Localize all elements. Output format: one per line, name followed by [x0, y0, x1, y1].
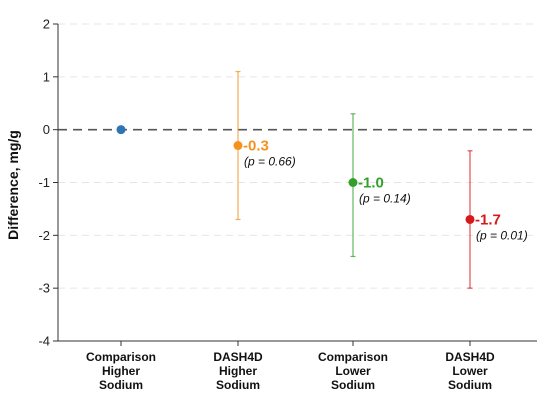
- y-tick-label: 1: [43, 69, 50, 84]
- x-category-label: Comparison Lower Sodium: [318, 350, 388, 392]
- y-tick-label: 2: [43, 17, 50, 32]
- y-tick-label: -2: [38, 228, 50, 243]
- data-value-label: -1.7: [475, 211, 501, 228]
- mark-layer: -0.3(p = 0.66) -1.0(p = 0.14) -1.7(p = 0.0…: [116, 70, 528, 289]
- data-value-label: -1.0: [358, 175, 384, 192]
- x-category-label: DASH4D Higher Sodium: [213, 350, 263, 392]
- axis-layer: 2 1 0 -1 -2 -3 -4 Comparison Higher Sodium DASH4D H…: [38, 17, 537, 392]
- y-axis-title: Difference, mg/g: [5, 130, 21, 240]
- data-point: [116, 125, 126, 135]
- data-point: [348, 178, 358, 187]
- grid-layer: [58, 23, 537, 342]
- x-category-label: Comparison Higher Sodium: [86, 350, 156, 392]
- x-category-label: DASH4D Lower Sodium: [445, 350, 495, 392]
- data-point: [233, 141, 243, 151]
- y-tick-label: -1: [38, 175, 50, 190]
- y-tick-label: 0: [43, 122, 50, 137]
- p-value-label: (p = 0.14): [359, 192, 411, 206]
- data-point: [465, 214, 475, 224]
- y-tick-label: -4: [38, 334, 50, 349]
- data-value-label: -0.3: [243, 138, 269, 155]
- p-value-label: (p = 0.66): [244, 155, 296, 169]
- y-tick-label: -3: [38, 281, 50, 296]
- p-value-label: (p = 0.01): [476, 228, 528, 242]
